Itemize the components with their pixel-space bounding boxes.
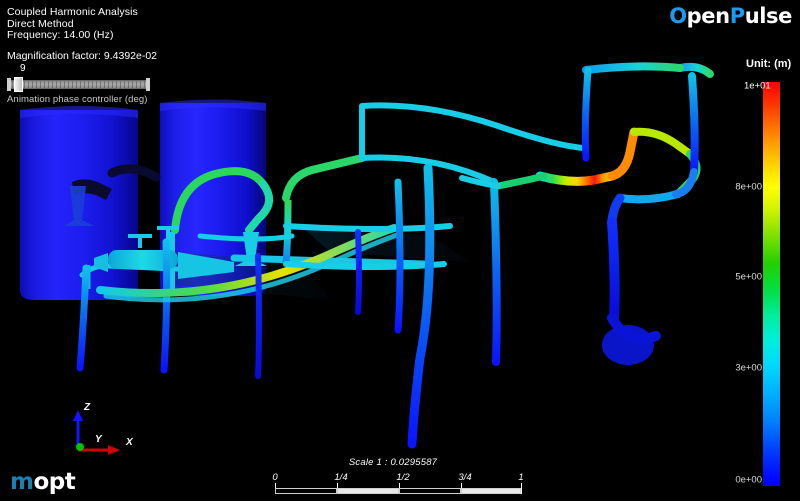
axis-y-label: Y xyxy=(95,434,102,445)
pipe-center-frame xyxy=(197,102,587,270)
scale-tick-4: 1 xyxy=(518,472,524,483)
axis-x-label: X xyxy=(126,437,133,448)
scale-segment-1 xyxy=(275,488,337,494)
animation-phase-controller[interactable]: 9 Animation phase controller (deg) xyxy=(7,63,157,105)
axis-triad-widget[interactable]: Z Y X xyxy=(58,402,163,464)
mopt-logo-m: m xyxy=(10,469,34,495)
pipe-left-frame xyxy=(76,226,179,374)
slider-handle[interactable] xyxy=(14,77,23,92)
pipe-sweep-bundle xyxy=(96,224,403,303)
scale-segment-4 xyxy=(461,488,521,494)
colorbar-tick-min: 0e+00 xyxy=(735,474,762,486)
colorbar-tick-max: 1e+01 xyxy=(744,80,771,92)
method-label: Direct Method xyxy=(7,17,74,30)
openpulse-logo: OpenPulse xyxy=(669,4,792,28)
phase-slider[interactable] xyxy=(7,77,150,92)
colorbar-tick-3: 3e+00 xyxy=(735,362,762,374)
pipe-right-riser xyxy=(581,62,714,198)
mopt-logo-opt: opt xyxy=(33,469,76,495)
vessel-right xyxy=(160,99,266,296)
mopt-logo: mopt xyxy=(10,469,76,495)
colorbar: Unit: (m) 1e+01 8e+00 5e+00 3e+00 0e+00 xyxy=(735,58,800,486)
pipe-mid-right-connector xyxy=(459,172,548,190)
scale-bar-widget: Scale 1 : 0.0295587 0 1/4 1/2 3/4 1 xyxy=(258,457,528,495)
axis-z-label: Z xyxy=(84,402,91,413)
frequency-label: Frequency: 14.00 (Hz) xyxy=(7,29,114,42)
slider-track[interactable] xyxy=(7,80,150,89)
analysis-info-block: Coupled Harmonic Analysis Direct Method … xyxy=(7,6,138,42)
scale-tick-1: 1/4 xyxy=(334,472,348,483)
openpulse-logo-pen: pen xyxy=(686,4,730,28)
scale-segment-3 xyxy=(399,488,461,494)
colorbar-tick-8: 8e+00 xyxy=(735,181,762,193)
openpulse-logo-p: P xyxy=(729,4,745,28)
magnification-factor-label: Magnification factor: 9.4392e-02 xyxy=(7,50,158,62)
axis-triad-svg xyxy=(73,410,120,455)
openpulse-logo-ulse: ulse xyxy=(744,4,793,28)
scale-caption: Scale 1 : 0.0295587 xyxy=(348,457,438,468)
pipe-center-legs xyxy=(255,163,501,449)
scale-tick-2: 1/2 xyxy=(396,472,410,483)
scale-ruler: 0 1/4 1/2 3/4 1 xyxy=(263,472,524,495)
scale-segment-2 xyxy=(337,488,399,494)
phase-value-label: 9 xyxy=(20,63,26,74)
colorbar-tick-5: 5e+00 xyxy=(735,271,762,283)
colorbar-unit-label: Unit: (m) xyxy=(746,58,792,70)
colorbar-gradient xyxy=(763,82,780,486)
scale-tick-3: 3/4 xyxy=(458,472,472,483)
vessel-nozzles xyxy=(64,164,161,226)
phase-controller-caption: Animation phase controller (deg) xyxy=(7,94,148,105)
slider-cap-left xyxy=(7,78,11,91)
colorbar-scale: 1e+01 8e+00 5e+00 3e+00 0e+00 xyxy=(735,80,800,486)
openpulse-logo-o: O xyxy=(669,4,687,28)
scale-tick-0: 0 xyxy=(272,472,278,483)
analysis-type-label: Coupled Harmonic Analysis xyxy=(7,6,138,18)
slider-cap-right xyxy=(146,78,150,91)
